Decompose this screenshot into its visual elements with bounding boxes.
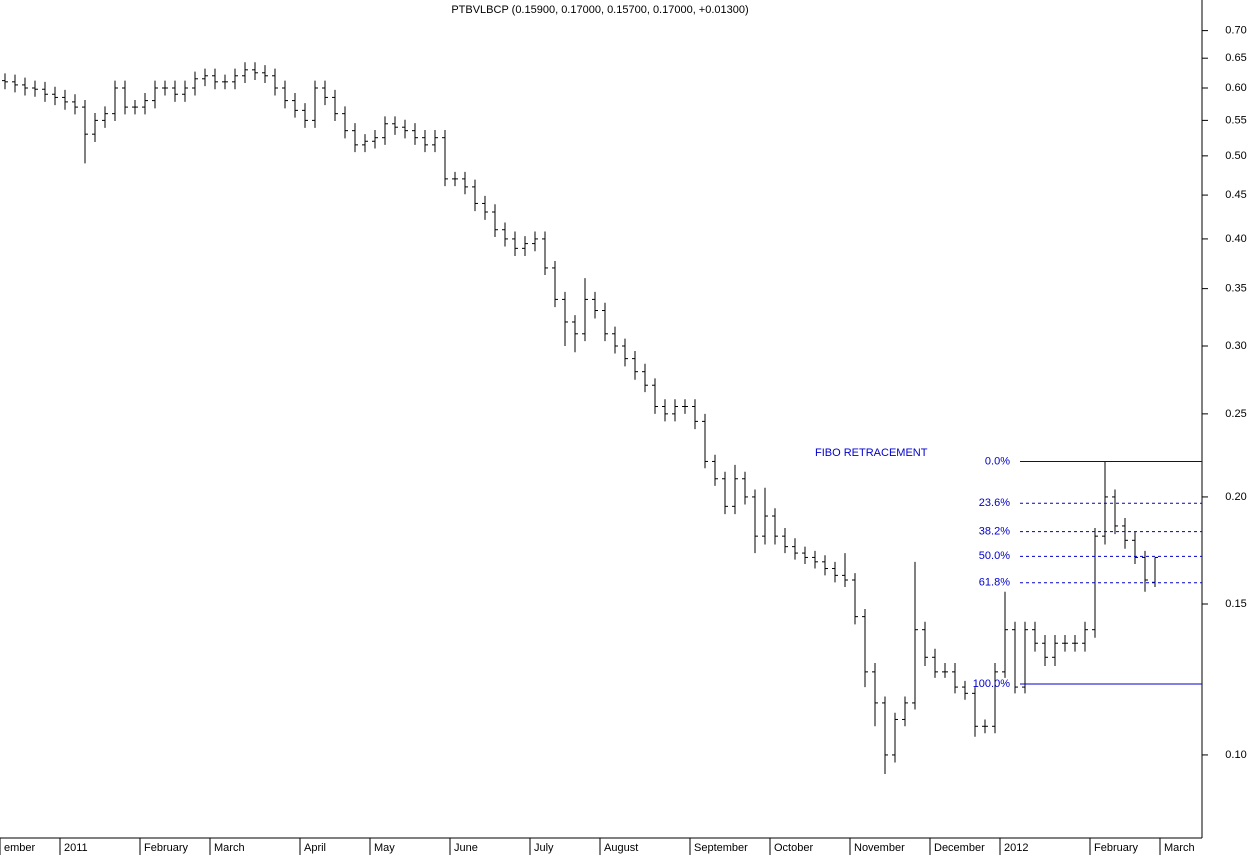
x-tick-label: March	[214, 842, 245, 854]
y-tick-label: 0.70	[1225, 25, 1246, 37]
x-tick-label: August	[604, 842, 638, 854]
chart-title: PTBVLBCP (0.15900, 0.17000, 0.15700, 0.1…	[451, 4, 748, 16]
y-tick-label: 0.60	[1225, 82, 1246, 94]
x-tick-label: September	[694, 842, 748, 854]
x-tick-label: October	[774, 842, 813, 854]
x-tick-label: July	[534, 842, 554, 854]
x-tick-label: November	[854, 842, 905, 854]
y-tick-label: 0.25	[1225, 408, 1246, 420]
fibo-label: 0.0%	[985, 455, 1010, 467]
x-tick-label: February	[1094, 842, 1139, 854]
x-tick-label: March	[1164, 842, 1195, 854]
fibo-label: 38.2%	[979, 526, 1010, 538]
x-tick-label: ember	[4, 842, 36, 854]
fibo-label: 23.6%	[979, 497, 1010, 509]
y-tick-label: 0.40	[1225, 233, 1246, 245]
x-tick-label: December	[934, 842, 985, 854]
x-tick-label: April	[304, 842, 326, 854]
y-tick-label: 0.65	[1225, 52, 1246, 64]
y-tick-label: 0.45	[1225, 189, 1246, 201]
y-tick-label: 0.10	[1225, 749, 1246, 761]
fibo-label: 50.0%	[979, 550, 1010, 562]
fibo-label: 61.8%	[979, 577, 1010, 589]
fibo-label: 100.0%	[973, 678, 1011, 690]
y-tick-label: 0.15	[1225, 598, 1246, 610]
x-tick-label: 2011	[64, 842, 88, 854]
y-tick-label: 0.35	[1225, 283, 1246, 295]
x-tick-label: February	[144, 842, 189, 854]
y-tick-label: 0.50	[1225, 150, 1246, 162]
y-tick-label: 0.55	[1225, 114, 1246, 126]
y-tick-label: 0.30	[1225, 340, 1246, 352]
x-tick-label: May	[374, 842, 395, 854]
y-tick-label: 0.20	[1225, 491, 1246, 503]
x-tick-label: June	[454, 842, 478, 854]
x-tick-label: 2012	[1004, 842, 1028, 854]
annotation: FIBO RETRACEMENT	[815, 447, 928, 459]
